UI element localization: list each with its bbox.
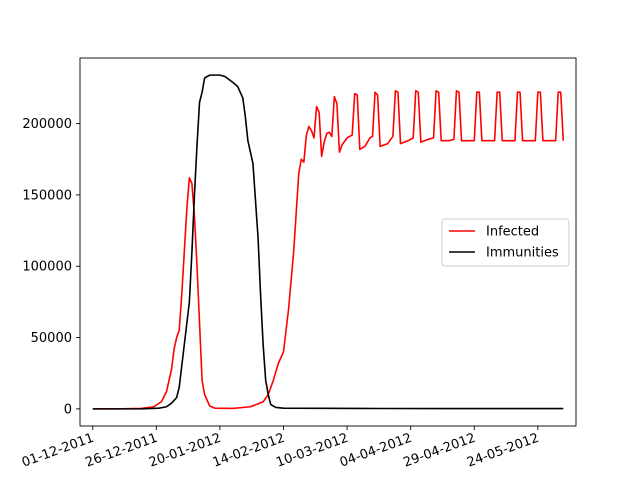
legend: Infected Immunities — [441, 218, 570, 267]
plot-frame — [79, 57, 577, 427]
y-tick-label: 150000 — [22, 188, 72, 203]
x-tick-label: 26-12-2011 — [84, 431, 160, 471]
y-tick-label: 200000 — [22, 117, 72, 132]
legend-label-immunities: Immunities — [486, 246, 559, 261]
y-tick-label: 50000 — [31, 331, 72, 346]
x-tick-label: 01-12-2011 — [20, 431, 96, 471]
series-line-infected — [92, 90, 565, 410]
x-tick-label: 20-01-2012 — [147, 431, 223, 471]
x-tick-label: 10-03-2012 — [274, 431, 350, 471]
x-tick-label: 29-04-2012 — [401, 431, 477, 471]
x-tick-label: 14-02-2012 — [211, 431, 287, 471]
legend-label-infected: Infected — [486, 225, 539, 240]
y-tick-label: 100000 — [22, 260, 72, 275]
series-line-immunities — [92, 74, 564, 410]
x-tick-label: 24-05-2012 — [465, 431, 541, 471]
y-tick-label: 0 — [64, 402, 72, 417]
series-layer — [92, 74, 565, 410]
x-tick-label: 04-04-2012 — [338, 431, 414, 471]
